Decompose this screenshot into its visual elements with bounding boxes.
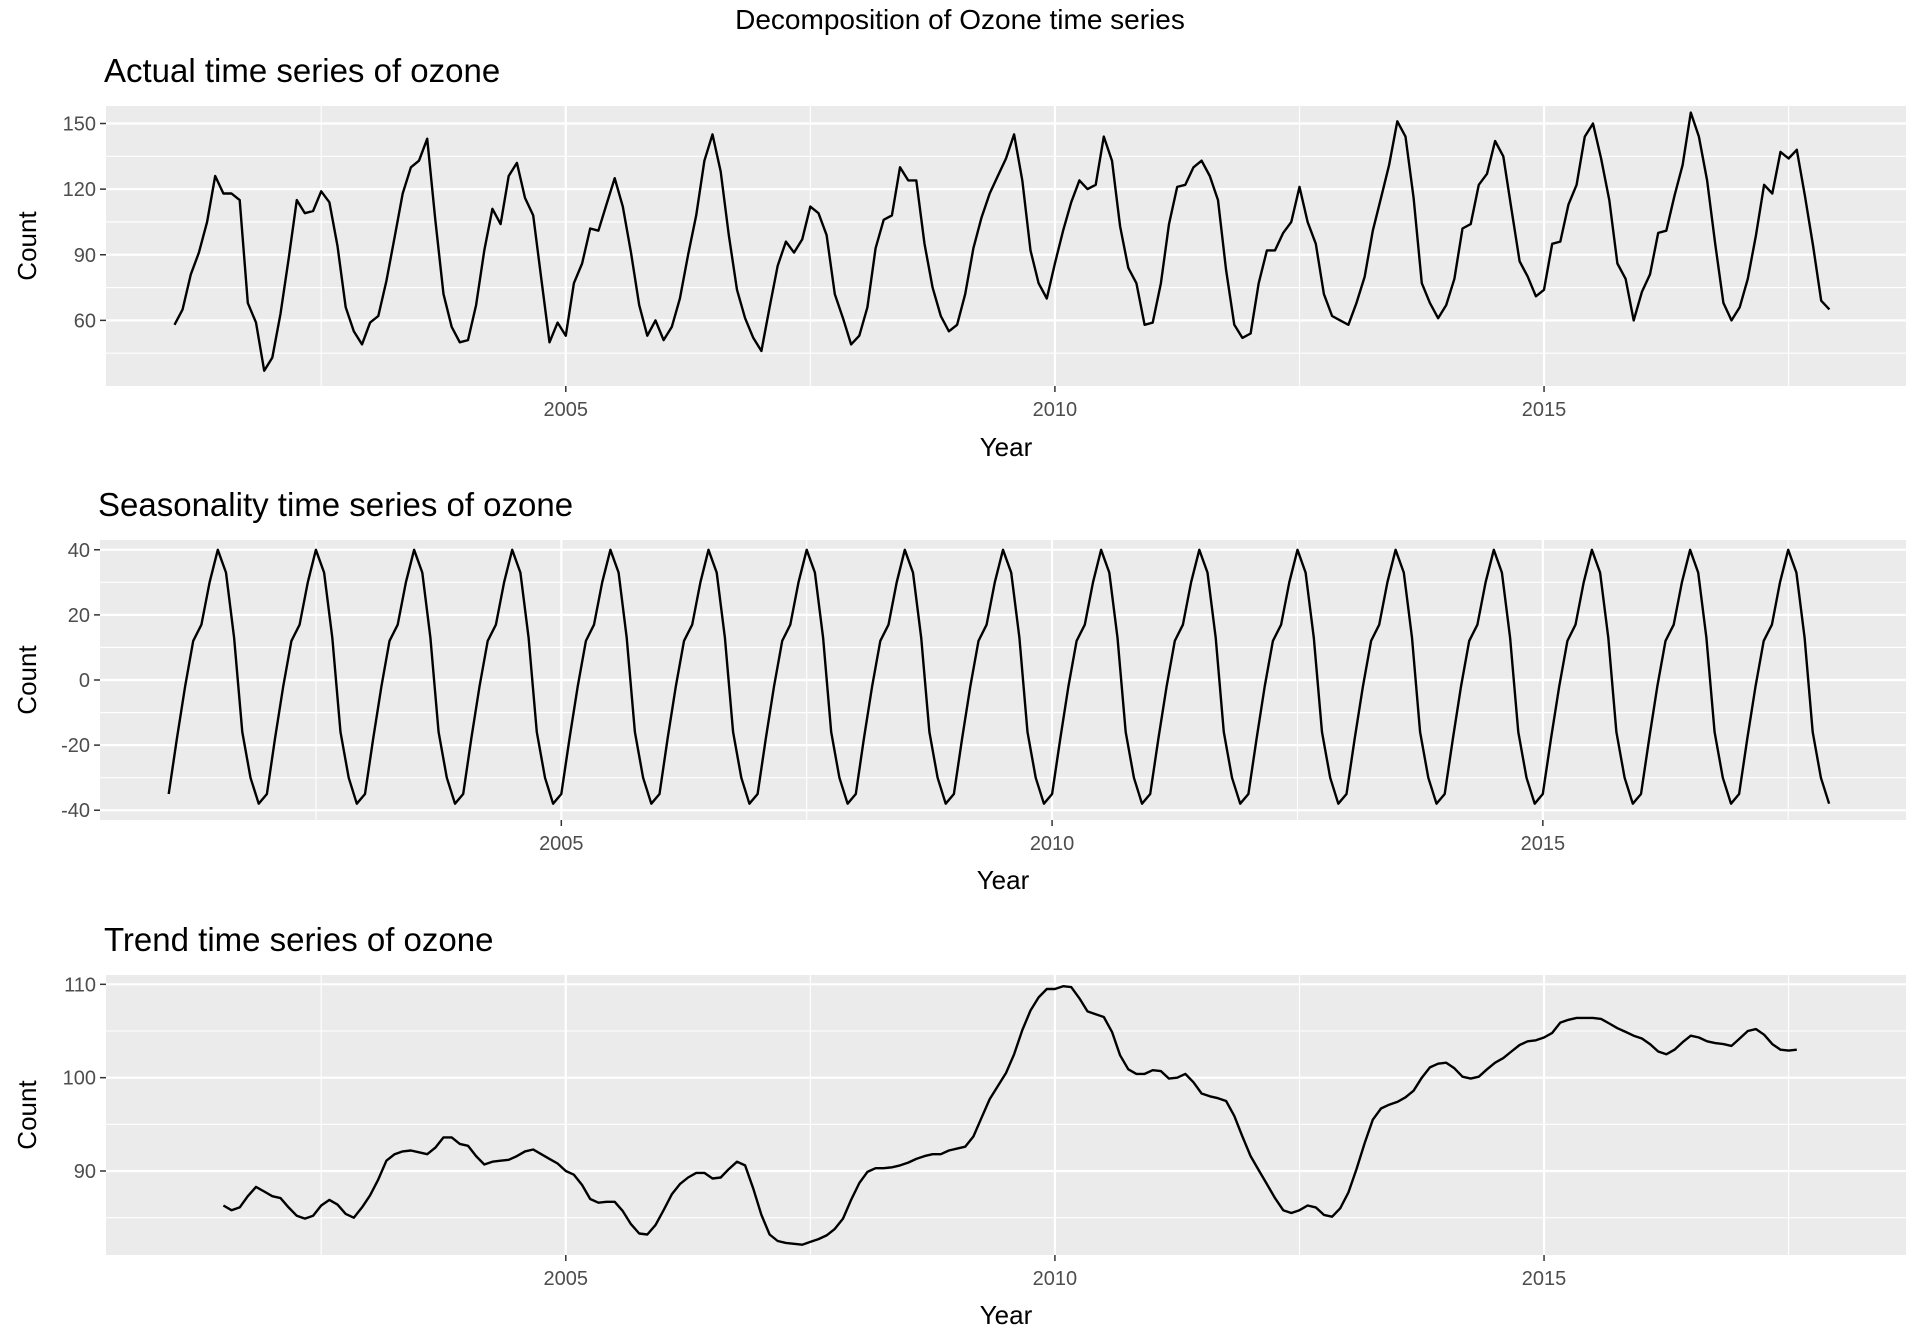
x-tick-label: 2010 — [1033, 1268, 1078, 1290]
y-tick-label: 90 — [74, 245, 96, 267]
trend-series-line — [222, 985, 1797, 1246]
x-axis-label: Year — [980, 432, 1033, 462]
x-tick-label: 2010 — [1030, 833, 1075, 855]
x-axis-label: Year — [977, 865, 1030, 895]
y-tick-label: -20 — [61, 735, 90, 757]
x-tick-label: 2015 — [1521, 833, 1566, 855]
y-tick-label: 60 — [74, 310, 96, 332]
x-tick-label: 2005 — [539, 833, 584, 855]
y-tick-label: 110 — [64, 974, 96, 996]
y-tick-label: 0 — [79, 670, 90, 692]
panel-title: Seasonality time series of ozone — [98, 486, 573, 523]
seasonality-panel: 2005 2010 2015 -40 -20 0 20 40 Seasonality time … — [12, 486, 1906, 895]
panel-background — [106, 106, 1906, 386]
panel-title: Trend time series of ozone — [104, 921, 493, 958]
y-axis-label: Count — [12, 645, 42, 715]
actual-panel: 2005 2010 2015 60 90 120 150 Actual time series… — [12, 52, 1906, 462]
x-tick-label: 2015 — [1522, 1268, 1567, 1290]
panel-title: Actual time series of ozone — [104, 52, 500, 89]
y-tick-label: -40 — [61, 800, 90, 822]
figure-title: Decomposition of Ozone time series — [735, 4, 1185, 35]
panel-background — [106, 975, 1906, 1255]
y-tick-label: 120 — [63, 179, 96, 201]
trend-panel: 2005 2010 2015 90 100 110 Trend time series of… — [12, 921, 1906, 1330]
y-tick-label: 40 — [68, 540, 90, 562]
seasonality-series-line — [167, 548, 1831, 805]
y-axis-label: Count — [12, 1080, 42, 1150]
y-axis-label: Count — [12, 211, 42, 281]
x-tick-label: 2005 — [544, 1268, 589, 1290]
x-tick-label: 2010 — [1033, 399, 1078, 421]
x-axis-label: Year — [980, 1300, 1033, 1330]
y-tick-label: 100 — [63, 1068, 96, 1090]
x-tick-label: 2015 — [1522, 399, 1567, 421]
y-tick-label: 20 — [68, 605, 90, 627]
y-tick-label: 150 — [63, 114, 96, 136]
y-tick-label: 90 — [74, 1161, 96, 1183]
actual-series-line — [173, 111, 1831, 372]
x-tick-label: 2005 — [544, 399, 589, 421]
